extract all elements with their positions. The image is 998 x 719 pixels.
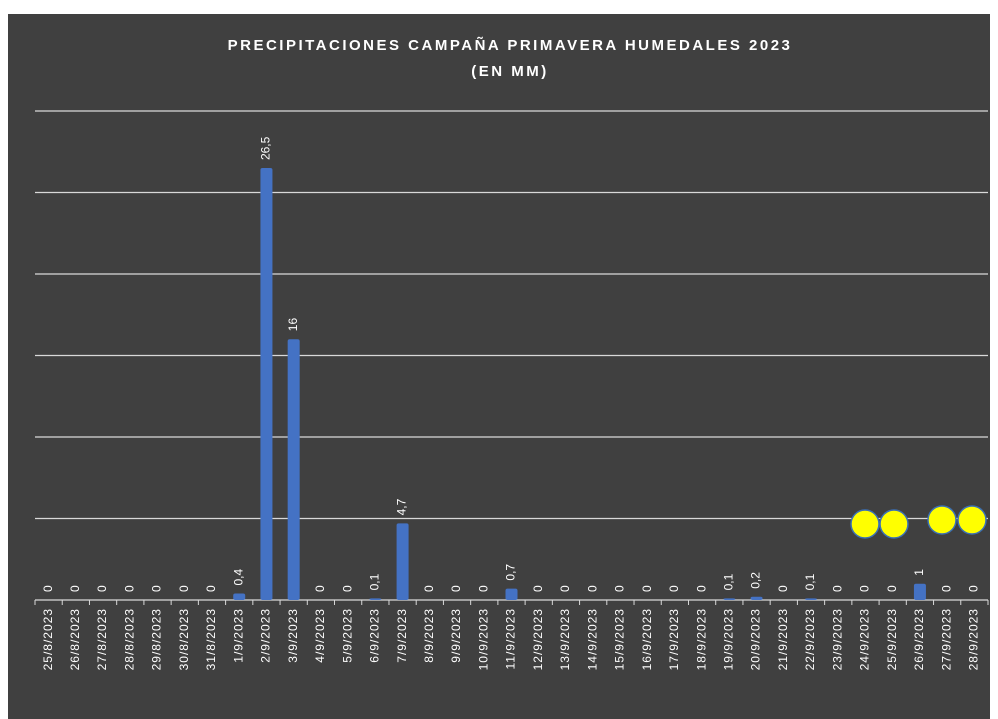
bar <box>369 598 382 600</box>
bar <box>750 596 763 600</box>
bar <box>913 583 926 600</box>
x-tick-label: 17/9/2023 <box>667 608 681 670</box>
chart-title: PRECIPITACIONES CAMPAÑA PRIMAVERA HUMEDA… <box>228 36 793 54</box>
x-tick-label: 31/8/2023 <box>204 608 218 670</box>
value-label: 0 <box>613 585 627 592</box>
value-label: 0,1 <box>803 573 817 590</box>
value-label: 0,4 <box>231 568 245 585</box>
value-label: 0 <box>858 585 872 592</box>
value-label: 1 <box>912 569 926 576</box>
x-tick-label: 7/9/2023 <box>395 608 409 663</box>
x-tick-label: 24/9/2023 <box>858 608 872 670</box>
x-tick-label: 19/9/2023 <box>722 608 736 670</box>
x-tick-label: 28/9/2023 <box>967 608 981 670</box>
value-label: 0 <box>694 585 708 592</box>
value-label: 0 <box>449 585 463 592</box>
value-label: 0 <box>204 585 218 592</box>
plot: 0 25/8/2023 0 26/8/2023 0 27/8/2023 0 28/8/2023… <box>34 110 989 670</box>
bar <box>233 593 246 600</box>
value-label: 0 <box>177 585 191 592</box>
value-label: 0 <box>967 585 981 592</box>
value-label: 0 <box>885 585 899 592</box>
x-tick-label: 20/9/2023 <box>749 608 763 670</box>
x-tick-label: 25/9/2023 <box>885 608 899 670</box>
value-label: 0 <box>41 585 55 592</box>
yellow-marker <box>957 505 987 535</box>
value-label: 0,2 <box>749 572 763 589</box>
value-label: 0,1 <box>368 573 382 590</box>
x-tick-label: 6/9/2023 <box>368 608 382 663</box>
x-tick-label: 2/9/2023 <box>259 608 273 663</box>
value-label: 26,5 <box>259 136 273 160</box>
x-tick-label: 23/9/2023 <box>830 608 844 670</box>
value-label: 0 <box>422 585 436 592</box>
bar <box>723 598 736 600</box>
value-label: 0 <box>476 585 490 592</box>
bar <box>396 523 409 600</box>
value-label: 0 <box>313 585 327 592</box>
value-label: 0 <box>640 585 654 592</box>
value-label: 0 <box>150 585 164 592</box>
value-label: 0 <box>939 585 953 592</box>
value-label: 0 <box>585 585 599 592</box>
bar <box>505 588 518 600</box>
value-label: 4,7 <box>395 498 409 515</box>
x-tick-label: 11/9/2023 <box>504 608 518 670</box>
value-label: 16 <box>286 318 300 332</box>
x-tick-label: 27/8/2023 <box>95 608 109 670</box>
x-tick-label: 29/8/2023 <box>150 608 164 670</box>
x-tick-label: 27/9/2023 <box>939 608 953 670</box>
x-tick-label: 16/9/2023 <box>640 608 654 670</box>
annotation-markers <box>850 505 987 539</box>
chart-subtitle: (EN MM) <box>471 63 549 80</box>
x-tick-label: 12/9/2023 <box>531 608 545 670</box>
x-tick-label: 10/9/2023 <box>476 608 490 670</box>
value-label: 0,7 <box>504 564 518 581</box>
yellow-marker <box>927 505 957 535</box>
x-tick-label: 13/9/2023 <box>558 608 572 670</box>
x-tick-label: 28/8/2023 <box>122 608 136 670</box>
x-tick-label: 15/9/2023 <box>613 608 627 670</box>
bar <box>260 168 273 601</box>
x-tick-label: 5/9/2023 <box>340 608 354 663</box>
value-label: 0 <box>68 585 82 592</box>
x-tick-label: 25/8/2023 <box>41 608 55 670</box>
x-tick-label: 4/9/2023 <box>313 608 327 663</box>
value-label: 0 <box>667 585 681 592</box>
x-tick-label: 18/9/2023 <box>694 608 708 670</box>
x-tick-label: 9/9/2023 <box>449 608 463 663</box>
yellow-marker <box>850 509 880 539</box>
x-tick-label: 1/9/2023 <box>231 608 245 663</box>
bar <box>287 339 300 600</box>
value-label: 0 <box>830 585 844 592</box>
yellow-marker <box>879 509 909 539</box>
value-label: 0 <box>122 585 136 592</box>
value-label: 0,1 <box>722 573 736 590</box>
x-tick-label: 26/9/2023 <box>912 608 926 670</box>
value-label: 0 <box>558 585 572 592</box>
x-tick-label: 14/9/2023 <box>585 608 599 670</box>
x-tick-label: 22/9/2023 <box>803 608 817 670</box>
value-label: 0 <box>776 585 790 592</box>
x-tick-label: 21/9/2023 <box>776 608 790 670</box>
x-tick-label: 26/8/2023 <box>68 608 82 670</box>
x-tick-label: 8/9/2023 <box>422 608 436 663</box>
value-label: 0 <box>340 585 354 592</box>
chart-background <box>8 14 990 719</box>
value-label: 0 <box>95 585 109 592</box>
value-label: 0 <box>531 585 545 592</box>
x-tick-label: 3/9/2023 <box>286 608 300 663</box>
bar <box>805 598 818 600</box>
x-tick-label: 30/8/2023 <box>177 608 191 670</box>
